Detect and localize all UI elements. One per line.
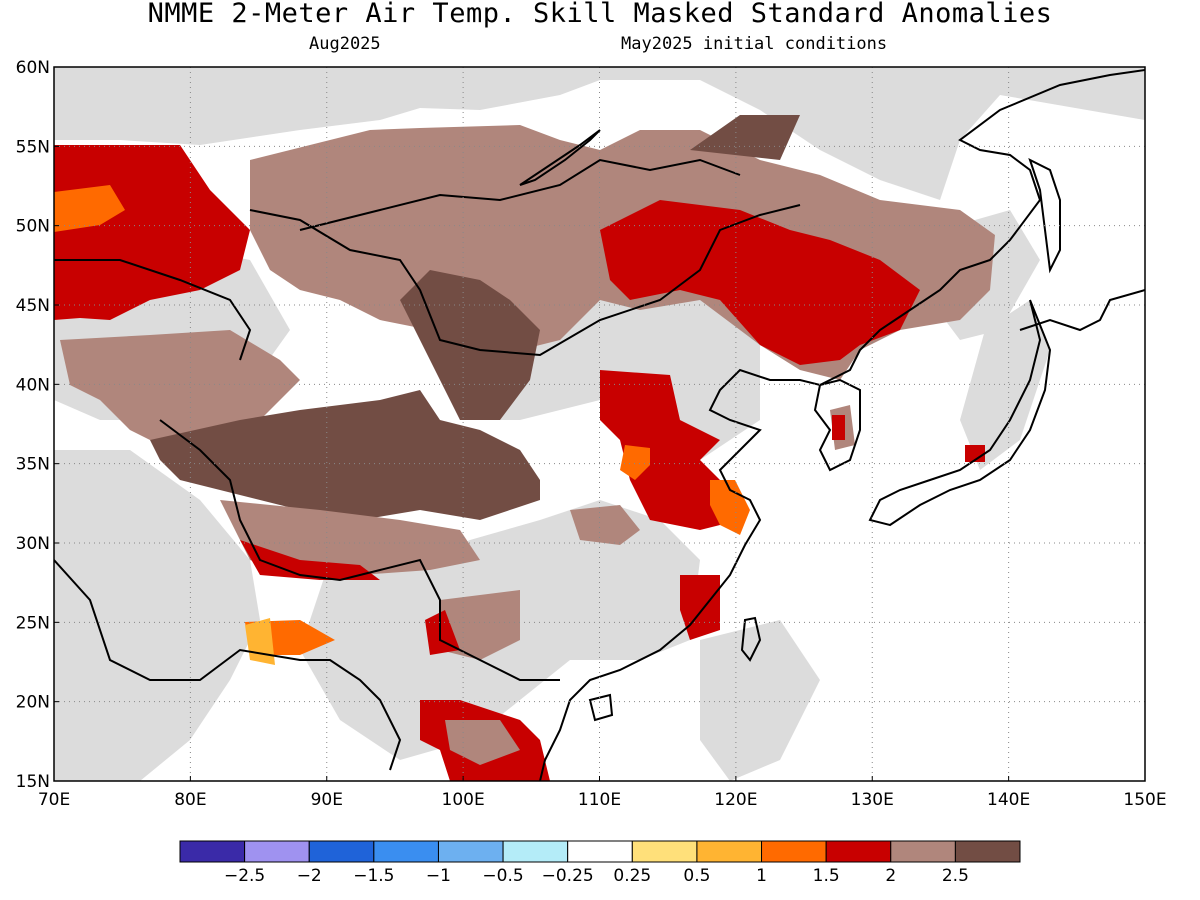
colorbar-label: −1: [426, 866, 451, 886]
lat-tick-label: 55N: [16, 137, 50, 157]
coastline-hokkaido: [1019, 289, 1145, 332]
colorbar-swatch: [179, 840, 246, 863]
anomaly-myanmar: [425, 610, 460, 655]
colorbar-label: −2.5: [224, 866, 265, 886]
coastline-layer: [54, 69, 1145, 781]
lon-tick-label: 120E: [714, 790, 757, 810]
colorbar-label: −1.5: [353, 866, 394, 886]
masked-india: [54, 450, 260, 781]
target-month-label: Aug2025: [309, 34, 381, 54]
colorbar-label: 2: [885, 866, 896, 886]
colorbar-label: 0.25: [613, 866, 651, 886]
anomaly-thailand: [445, 720, 520, 765]
anomaly-kazakhstan-core: [54, 185, 125, 232]
colorbar-swatch: [437, 840, 504, 863]
colorbar-swatch: [890, 840, 956, 863]
lon-tick-label: 80E: [174, 790, 206, 810]
colorbar-swatch: [308, 840, 375, 863]
lat-tick-label: 45N: [16, 296, 50, 316]
lat-tick-label: 35N: [16, 455, 50, 475]
anomaly-gobi: [400, 270, 540, 420]
coastline-india: [54, 559, 402, 771]
anomaly-north-china: [600, 370, 740, 530]
lat-tick-label: 60N: [16, 58, 50, 78]
lat-tick-label: 30N: [16, 534, 50, 554]
anomaly-yangtze: [710, 480, 750, 535]
colorbar-swatch: [761, 840, 827, 863]
colorbar-swatch: [567, 840, 633, 863]
anomaly-himalaya-edge: [240, 540, 380, 580]
lon-axis: 70E 80E 90E 100E 110E 120E 130E 140E 150E: [38, 776, 1167, 810]
masked-japan: [960, 300, 1050, 470]
lon-tick-label: 150E: [1123, 790, 1166, 810]
colorbar-label: −2: [297, 866, 322, 886]
colorbar-swatch: [825, 840, 892, 863]
lon-tick-label: 110E: [578, 790, 621, 810]
anomaly-ne-china: [600, 200, 920, 365]
border-kazakh: [54, 259, 252, 361]
coastline-taiwan: [740, 616, 762, 662]
anomaly-ne-india-core: [245, 618, 275, 665]
anomaly-yunnan: [440, 590, 520, 660]
colorbar-swatch: [502, 840, 569, 863]
colorbar-label: 1: [756, 866, 767, 886]
coastline-korea: [813, 378, 861, 472]
masked-siberia: [54, 67, 1145, 200]
anomaly-layer: [54, 115, 995, 781]
initial-conditions-label: May2025 initial conditions: [621, 34, 888, 54]
lat-tick-label: 25N: [16, 613, 50, 633]
anomaly-korea-core: [832, 415, 845, 440]
anomaly-amur: [690, 115, 800, 160]
colorbar-label: 0.5: [683, 866, 710, 886]
lon-tick-label: 90E: [311, 790, 343, 810]
chart-title: NMME 2-Meter Air Temp. Skill Masked Stan…: [147, 0, 1053, 29]
lon-tick-label: 100E: [442, 790, 485, 810]
anomaly-shandong: [620, 445, 650, 480]
border-china-north: [249, 204, 801, 357]
grid-layer: [54, 67, 1145, 781]
anomaly-tibet: [150, 390, 540, 520]
border-mongolia-russia: [299, 158, 741, 231]
lat-tick-label: 50N: [16, 217, 50, 237]
lake-baikal: [519, 129, 601, 186]
colorbar-swatch: [244, 840, 310, 863]
colorbar-label: 2.5: [942, 866, 969, 886]
masked-sea-south: [700, 620, 820, 781]
coastline-japan: [868, 299, 1052, 527]
lat-tick-label: 20N: [16, 693, 50, 713]
colorbar-swatch: [696, 840, 763, 863]
colorbar: −2.5 −2 −1.5 −1 −0.5 −0.25 0.25 0.5 1 1.5 2 2.5: [179, 840, 1021, 886]
lat-tick-label: 15N: [16, 772, 50, 792]
lon-tick-label: 130E: [851, 790, 894, 810]
coastline-east-asia: [539, 69, 1145, 781]
lon-tick-label: 70E: [38, 790, 70, 810]
colorbar-label: 1.5: [813, 866, 840, 886]
colorbar-label: −0.25: [542, 866, 594, 886]
coastline-sakhalin: [1028, 158, 1061, 274]
colorbar-swatch: [954, 840, 1021, 863]
anomaly-central-china: [570, 505, 640, 545]
lat-axis: 60N 55N 50N 45N 40N 35N 30N 25N 20N 15N: [16, 58, 59, 792]
colorbar-swatch: [631, 840, 698, 863]
lon-tick-label: 140E: [987, 790, 1030, 810]
coastline-hainan: [588, 693, 614, 722]
border-china-west: [159, 419, 560, 681]
colorbar-label: −0.5: [482, 866, 523, 886]
lat-tick-label: 40N: [16, 375, 50, 395]
colorbar-swatch: [373, 840, 439, 863]
